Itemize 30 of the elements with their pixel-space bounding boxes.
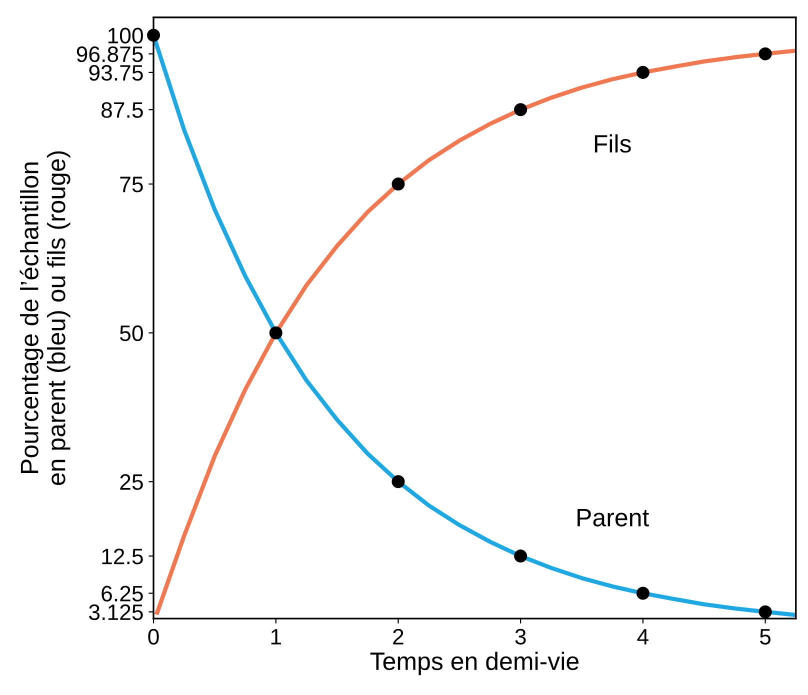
y-tick-label: 12.5	[102, 548, 143, 564]
x-tick-label: 3	[515, 628, 526, 645]
point	[392, 475, 405, 488]
x-axis-title: Temps en demi-vie	[370, 652, 578, 676]
point	[636, 586, 650, 600]
point	[514, 103, 528, 116]
point	[636, 66, 650, 79]
y-tick-label: 6.25	[102, 586, 143, 602]
y-tick-label: 100	[108, 28, 143, 44]
x-tick-label: 0	[148, 628, 159, 645]
x-tick-label: 4	[637, 629, 648, 644]
y-axis-title: Pourcentage de l’échantillon en parent (bleu) ou fils (rouge)	[20, 151, 70, 486]
x-tick-label: 1	[271, 629, 281, 644]
y-tick-label: 25	[120, 474, 143, 490]
point	[269, 326, 282, 340]
y-tick-label: 75	[120, 176, 143, 192]
series-label: Fils	[594, 134, 631, 153]
series-label: Parent	[578, 509, 649, 526]
point	[147, 28, 160, 42]
y-tick-label: 50	[120, 325, 143, 342]
x-tick-label: 2	[393, 628, 404, 644]
y-tick-label: 93.75	[89, 64, 143, 81]
point	[392, 178, 405, 191]
y-tick-label: 3.125	[89, 604, 143, 620]
y-tick-label: 87.5	[102, 102, 143, 118]
point	[514, 550, 528, 563]
point	[758, 47, 772, 60]
point	[758, 605, 772, 618]
y-tick-label: 96.875	[76, 46, 143, 62]
x-tick-label: 5	[760, 629, 771, 645]
